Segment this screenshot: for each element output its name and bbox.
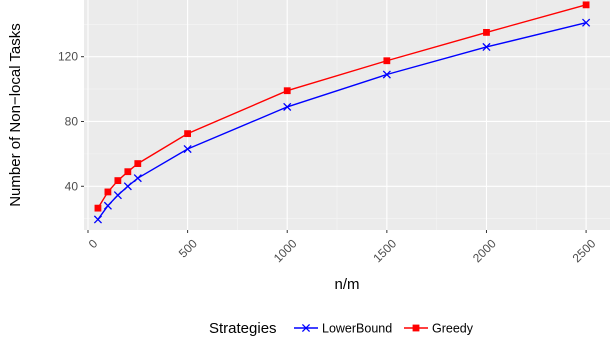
x-tick-label: 0 — [86, 236, 101, 251]
data-point-lowerbound — [103, 201, 112, 210]
x-axis-title: n/m — [334, 276, 359, 293]
data-point-greedy — [184, 130, 192, 138]
series-line-lowerbound — [97, 21, 587, 220]
legend: Strategies LowerBound Greedy — [209, 320, 474, 337]
data-point-lowerbound — [283, 102, 292, 111]
x-axis: 0 500 1000 1500 2000 2500 — [86, 230, 599, 265]
y-tick-label: 40 — [65, 179, 79, 193]
grid-major — [84, 0, 610, 230]
data-point-greedy — [104, 188, 112, 196]
data-point-lowerbound — [123, 182, 132, 191]
legend-item-greedy: Greedy — [404, 322, 474, 336]
y-axis-title: Number of Non−local Tasks — [7, 23, 24, 207]
legend-item-lowerbound: LowerBound — [294, 322, 392, 336]
data-point-lowerbound — [382, 70, 391, 79]
data-point-greedy — [383, 57, 391, 65]
x-tick-label: 500 — [176, 236, 200, 260]
data-point-lowerbound — [113, 191, 122, 200]
series-layer — [93, 1, 591, 224]
y-axis: 40 80 120 — [58, 50, 84, 193]
data-point-greedy — [134, 160, 142, 167]
grid-minor — [84, 0, 610, 230]
legend-title: Strategies — [209, 320, 277, 337]
legend-key-marker — [301, 323, 311, 333]
data-point-greedy — [124, 168, 132, 176]
x-tick-label: 2500 — [570, 236, 599, 265]
panel-background — [84, 0, 610, 230]
data-point-lowerbound — [582, 18, 591, 27]
x-tick-label: 1000 — [271, 236, 300, 265]
x-tick-label: 2000 — [470, 236, 499, 265]
data-point-greedy — [283, 87, 291, 95]
data-point-lowerbound — [183, 144, 192, 154]
data-point-greedy — [582, 1, 590, 9]
data-point-lowerbound — [133, 174, 142, 183]
y-tick-label: 80 — [65, 114, 79, 128]
series-greedy — [94, 1, 590, 212]
data-point-lowerbound — [93, 215, 103, 224]
legend-label: LowerBound — [322, 322, 392, 336]
legend-label: Greedy — [432, 322, 474, 336]
data-point-greedy — [483, 28, 490, 36]
data-point-greedy — [114, 177, 122, 184]
series-lowerbound — [93, 18, 591, 224]
series-line-greedy — [97, 4, 587, 209]
y-tick-label: 120 — [58, 50, 78, 64]
x-tick-label: 1500 — [370, 236, 399, 265]
data-point-lowerbound — [482, 42, 491, 52]
data-point-greedy — [94, 204, 102, 212]
legend-key-marker — [412, 324, 420, 332]
legend-items: LowerBound Greedy — [294, 322, 474, 336]
